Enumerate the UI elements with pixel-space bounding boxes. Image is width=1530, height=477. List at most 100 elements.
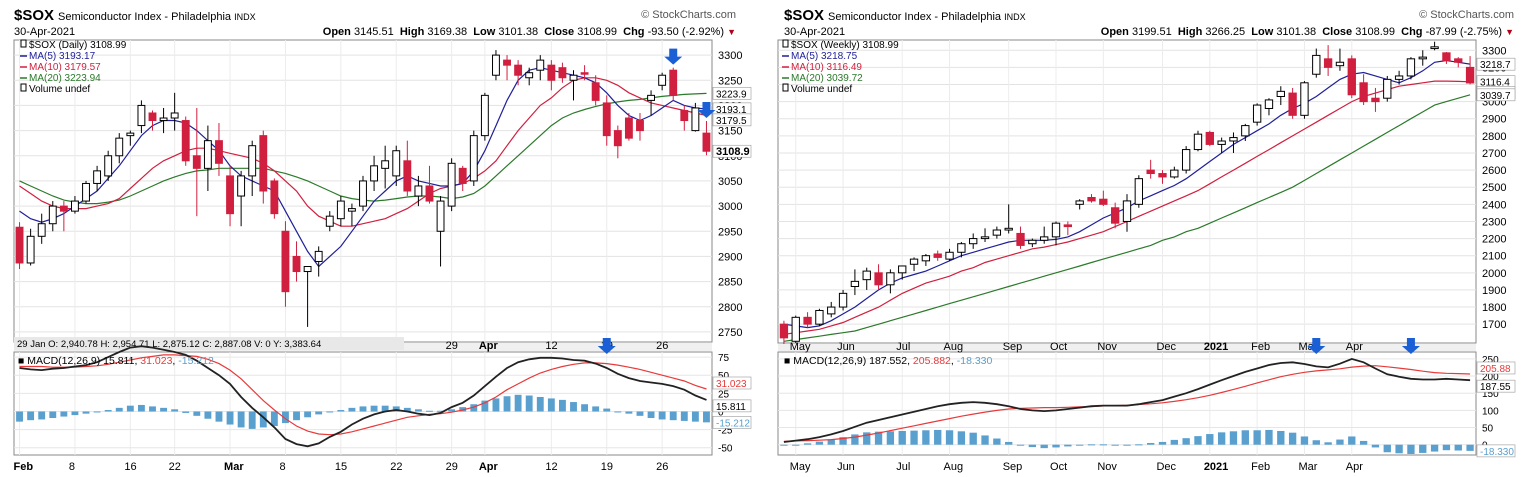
macd-tick-label: 50 xyxy=(1482,424,1494,435)
date-strip xyxy=(778,344,1476,351)
macd-histogram-bar xyxy=(492,398,500,412)
price-tick-label: 3000 xyxy=(718,201,742,213)
candle-down xyxy=(1146,169,1155,175)
macd-histogram-bar xyxy=(1005,441,1013,445)
macd-histogram-bar xyxy=(945,430,954,445)
macd-histogram-bar xyxy=(1194,436,1202,445)
date-tick-label: Jul xyxy=(896,341,910,353)
x-tick-label: Nov xyxy=(1097,461,1117,473)
candle-down xyxy=(514,64,523,76)
macd-histogram-bar xyxy=(414,409,422,412)
candle-down xyxy=(1347,58,1356,96)
candle-up xyxy=(862,270,871,281)
candle-down xyxy=(1371,97,1380,103)
date-tick-label: 2021 xyxy=(1204,341,1228,353)
macd-histogram-bar xyxy=(1253,430,1261,445)
candle-up xyxy=(1193,133,1203,151)
x-tick-label: 2021 xyxy=(1204,461,1228,473)
candle-up xyxy=(1134,178,1143,205)
price-tick-label: 2800 xyxy=(718,302,742,314)
x-tick-label: 22 xyxy=(390,461,402,473)
ma20-line xyxy=(783,94,1471,342)
candle-up xyxy=(647,94,655,101)
brand-logo: © StockCharts.com xyxy=(1419,9,1514,21)
price-tick-label: 3050 xyxy=(718,176,742,188)
macd-histogram-bar xyxy=(1217,432,1226,445)
candle-down xyxy=(779,323,789,339)
macd-histogram-bar xyxy=(680,411,688,421)
legend-swatch xyxy=(782,83,789,92)
candle-up xyxy=(325,215,334,227)
price-tag: 3218.7 xyxy=(1480,60,1511,71)
macd-tick-label: 150 xyxy=(1482,389,1499,400)
candle-down xyxy=(702,132,711,152)
price-tag: 3193.1 xyxy=(716,105,747,116)
legend-entry: $SOX (Weekly) 3108.99 xyxy=(791,40,899,51)
macd-histogram-bar xyxy=(874,431,883,445)
crosshair-readout-box xyxy=(14,337,404,350)
candle-down xyxy=(933,253,942,258)
price-tick-label: 1800 xyxy=(1482,302,1506,314)
price-tick-label: 2800 xyxy=(1482,131,1506,143)
macd-histogram-bar xyxy=(910,430,918,445)
price-tag-box xyxy=(1476,57,1516,71)
macd-histogram-bar xyxy=(1123,444,1131,446)
macd-histogram-bar xyxy=(525,395,533,412)
candle-up xyxy=(1170,169,1179,178)
candle-up xyxy=(827,306,836,315)
daily-chart-panel: $SOX Semiconductor Index - Philadelphia … xyxy=(0,0,752,477)
chart-canvas[interactable]: 3300325032003150310030503000295029002850… xyxy=(0,0,752,477)
macd-histogram-bar xyxy=(1052,444,1060,448)
ohlc-summary: Open 3145.51 High 3169.38 Low 3101.38 Cl… xyxy=(322,26,736,38)
candle-down xyxy=(181,120,190,162)
macd-histogram-bar xyxy=(1419,444,1427,453)
macd-tag: 31.023 xyxy=(716,379,747,390)
date-tick-label: Dec xyxy=(1156,341,1176,353)
candle-down xyxy=(1063,224,1073,228)
price-pane xyxy=(777,39,1477,344)
candle-down xyxy=(1288,92,1297,116)
price-tag: 3223.9 xyxy=(716,89,747,100)
candle-up xyxy=(791,316,800,342)
brand-logo: © StockCharts.com xyxy=(641,9,736,21)
candle-up xyxy=(336,200,345,220)
candle-up xyxy=(815,309,824,325)
macd-histogram-bar xyxy=(934,429,942,445)
candle-up xyxy=(658,74,667,86)
macd-histogram-bar xyxy=(658,411,666,420)
macd-tag: 205.88 xyxy=(1480,364,1511,375)
candle-down xyxy=(669,69,678,96)
candle-up xyxy=(980,236,990,240)
macd-pane xyxy=(777,351,1477,456)
price-tick-label: 2000 xyxy=(1482,268,1506,280)
macd-histogram-bar xyxy=(1454,444,1462,451)
chart-canvas[interactable]: 3300320031003000290028002700260025002400… xyxy=(770,0,1530,477)
macd-histogram-bar xyxy=(792,444,800,446)
date-tick-label: 26 xyxy=(656,340,668,352)
macd-histogram-bar xyxy=(171,409,179,412)
macd-histogram-bar xyxy=(1466,444,1474,451)
macd-histogram-bar xyxy=(1229,431,1238,445)
candle-up xyxy=(170,112,179,119)
macd-legend: ■ MACD(12,26,9) 187.552, 205.882, -18.33… xyxy=(784,355,993,367)
price-tick-label: 2500 xyxy=(1482,182,1506,194)
candle-down xyxy=(558,67,567,79)
candle-up xyxy=(1276,90,1285,97)
macd-histogram-bar xyxy=(1040,444,1048,449)
macd-histogram-bar xyxy=(27,411,35,421)
macd-histogram-bar xyxy=(957,431,966,445)
date-tick-label: Apr xyxy=(479,340,499,352)
candle-down xyxy=(1205,131,1214,145)
index-name: Semiconductor Index - Philadelphia INDX xyxy=(58,11,256,23)
x-tick-label: Jun xyxy=(837,461,855,473)
macd-histogram-bar xyxy=(60,411,68,417)
candle-up xyxy=(1335,61,1345,67)
macd-tag-box xyxy=(712,376,752,390)
macd-histogram-bar xyxy=(1206,434,1214,445)
macd-tick-label: 75 xyxy=(718,353,730,364)
macd-histogram-bar xyxy=(703,411,710,423)
date-tick-label: Feb xyxy=(1251,341,1270,353)
macd-histogram-bar xyxy=(259,411,267,428)
blue-arrow-icon xyxy=(697,102,716,119)
chart-header: $SOX Semiconductor Index - Philadelphia … xyxy=(14,4,746,38)
